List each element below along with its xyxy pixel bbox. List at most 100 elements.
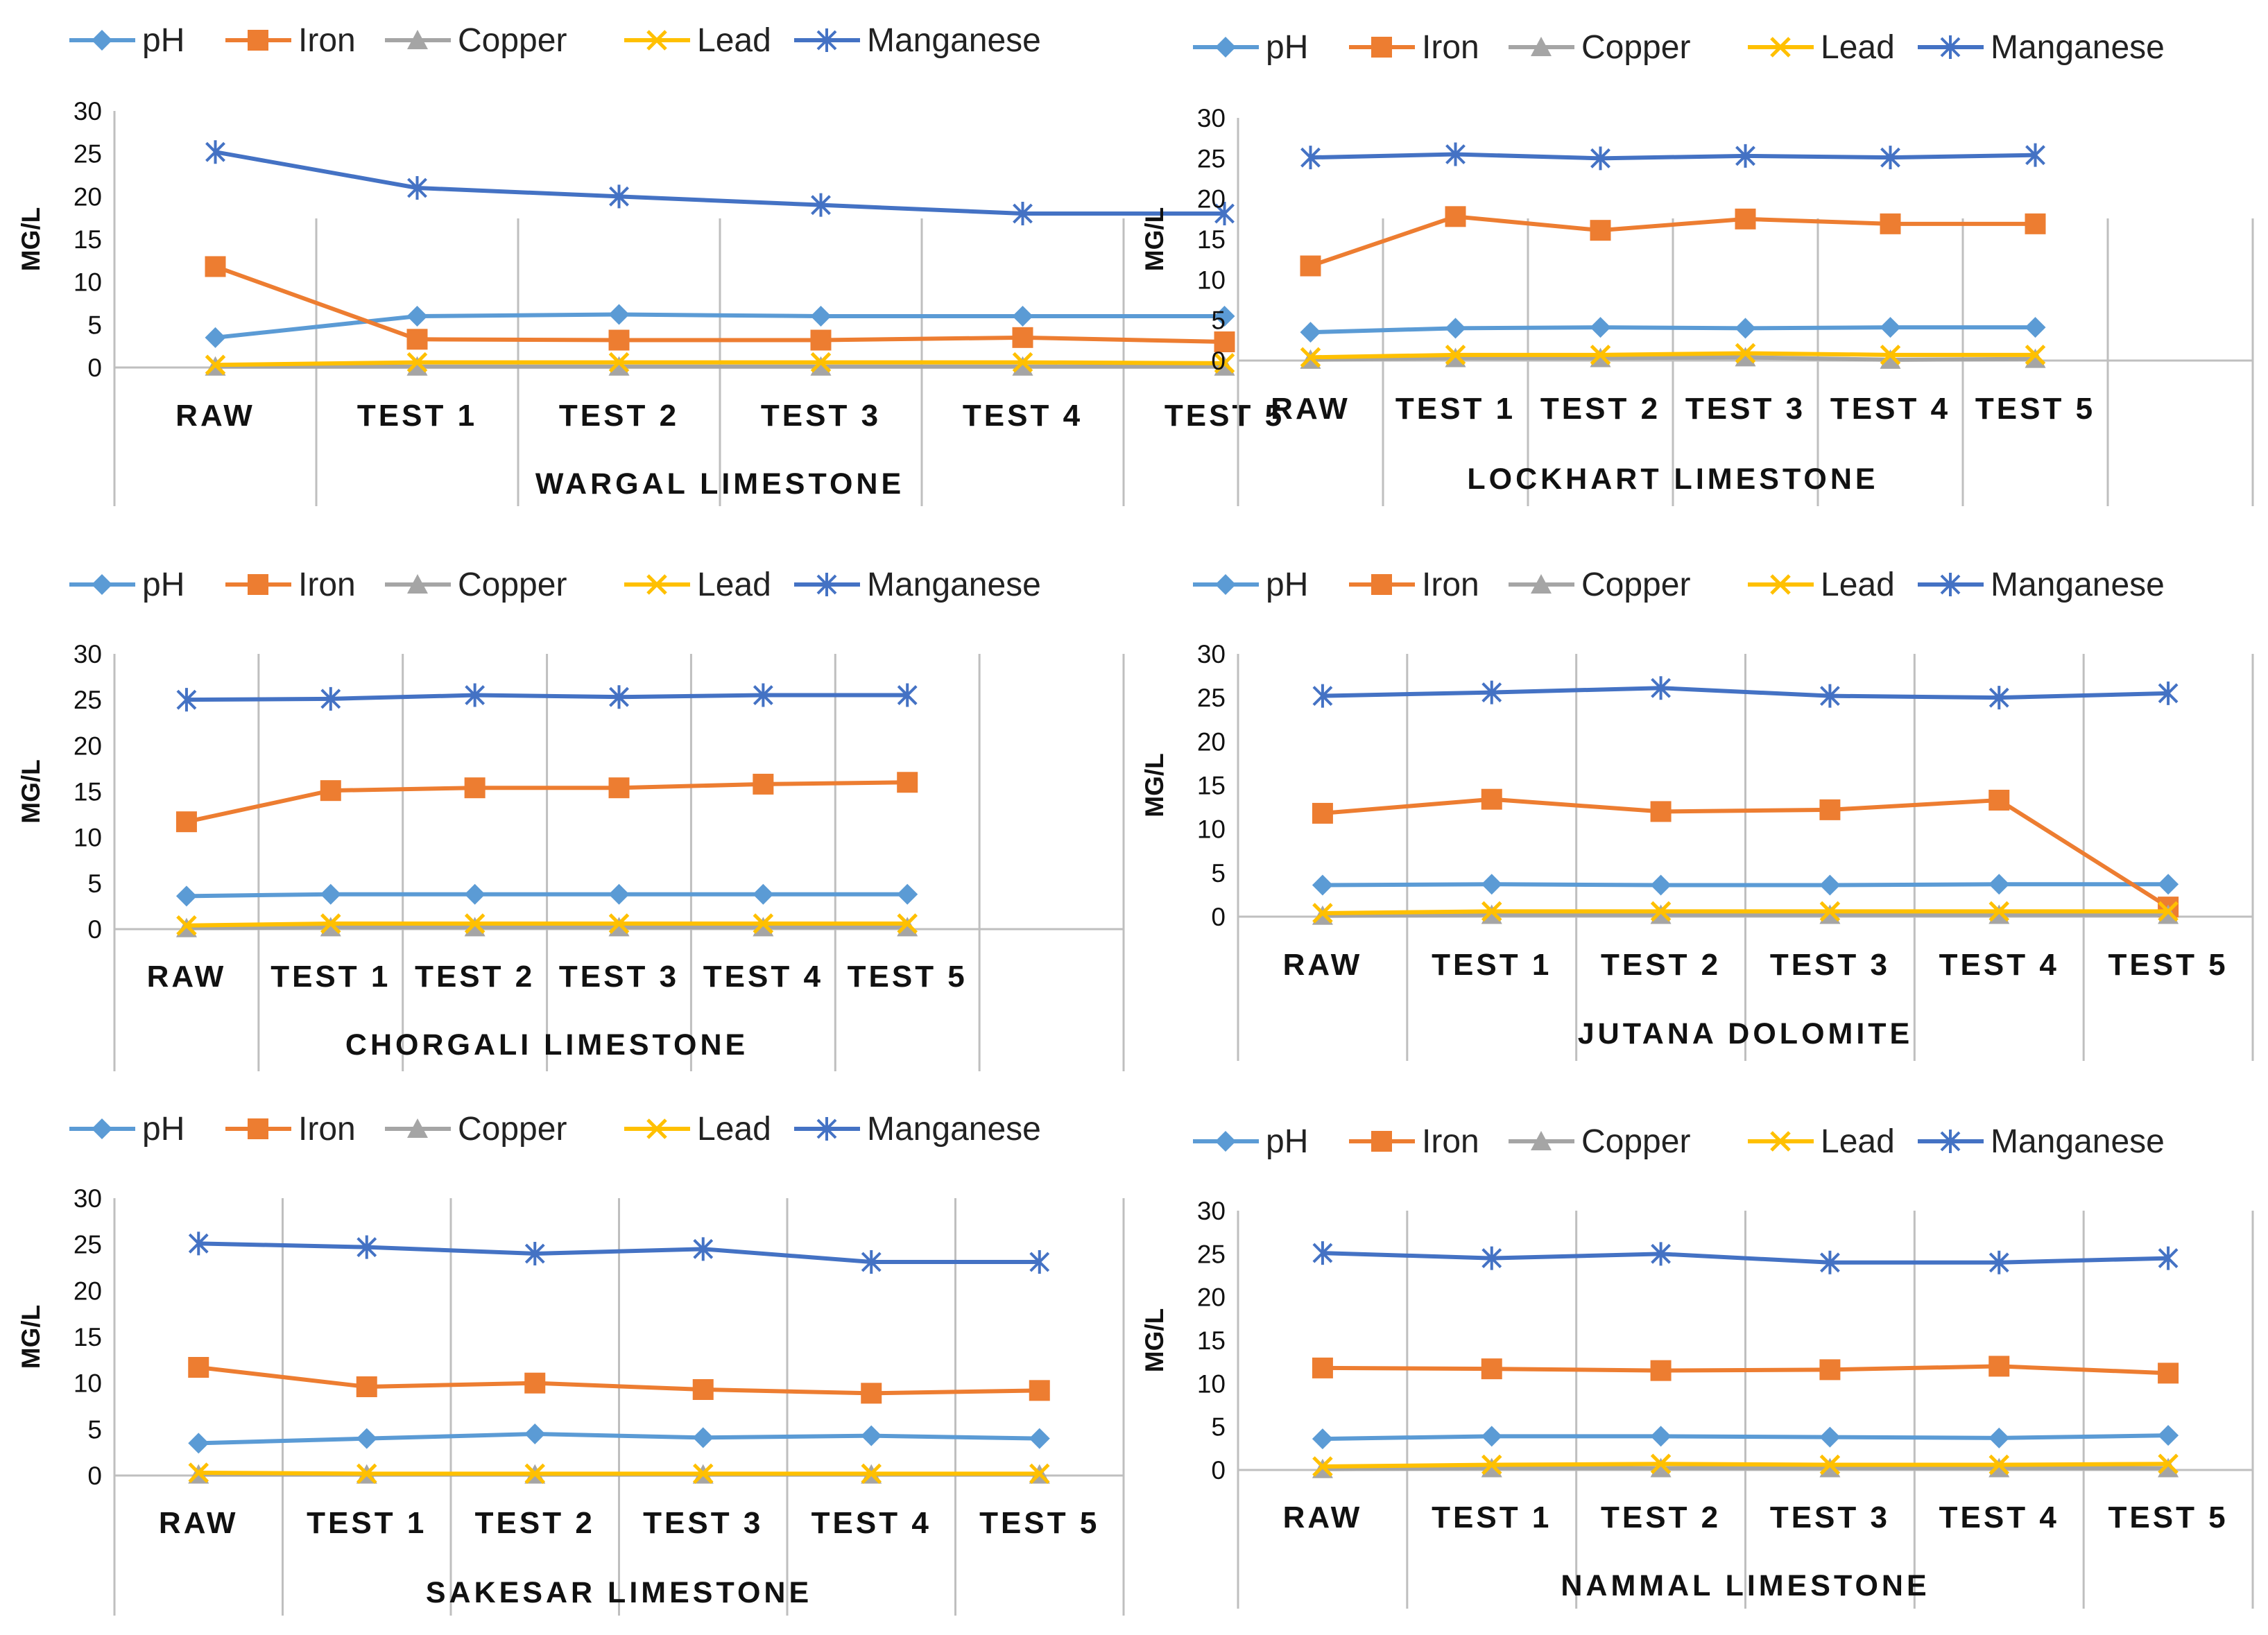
data-point (1300, 322, 1321, 343)
chart-panel: pH Iron Copper Lead Manganese 0 5 10 15 20 25 30 MG/… (17, 566, 1125, 1071)
x-tick-label: TEST 3 (1770, 1500, 1890, 1534)
legend-label: Iron (298, 22, 356, 59)
chart-title: JUTANA DOLOMITE (1578, 1017, 1913, 1050)
data-point (188, 1433, 209, 1454)
data-point (608, 883, 630, 905)
series-ph (1312, 874, 2179, 896)
data-point (356, 1376, 377, 1397)
legend-label: pH (142, 22, 184, 59)
data-point (1819, 1426, 1841, 1448)
chart-title: CHORGALI LIMESTONE (345, 1028, 748, 1062)
y-axis: 0 5 10 15 20 25 30 MG/L (17, 1184, 102, 1490)
data-point (1651, 1242, 1671, 1266)
data-point (1312, 684, 1333, 708)
data-point (1988, 686, 2009, 710)
data-point (1590, 317, 1611, 338)
data-point (897, 772, 918, 793)
data-point (1481, 788, 1502, 810)
y-tick-label: 10 (1197, 1369, 1226, 1398)
series-line (1322, 1462, 2169, 1469)
data-point (1312, 1357, 1333, 1378)
x-tick-label: TEST 3 (761, 399, 881, 433)
data-point (1481, 1246, 1502, 1270)
legend-label: Copper (1581, 1123, 1690, 1160)
data-point (1029, 1463, 1050, 1485)
y-tick-label: 30 (1197, 104, 1226, 132)
y-axis-label: MG/L (1140, 753, 1169, 817)
legend-item: Manganese (794, 1111, 1041, 1148)
y-tick-label: 5 (1211, 1413, 1226, 1442)
series-line (1322, 797, 2170, 909)
data-point (1735, 343, 1756, 364)
x-tick-label: TEST 3 (1685, 392, 1805, 426)
data-point (692, 1379, 714, 1400)
legend-marker (92, 574, 112, 595)
data-point (320, 913, 341, 934)
x-tick-label: TEST 2 (1601, 948, 1721, 982)
legend: pH Iron Copper Lead Manganese (1193, 566, 2165, 603)
series-iron (1312, 1356, 2179, 1384)
y-tick-label: 0 (87, 915, 102, 944)
data-point (1481, 874, 1502, 895)
data-point (1445, 345, 1466, 365)
y-tick-label: 25 (1197, 1240, 1226, 1268)
series-line (215, 360, 1225, 367)
data-point (1820, 1250, 1840, 1274)
data-point (1651, 676, 1671, 700)
x-tick-label: RAW (1283, 948, 1363, 982)
legend-item: Iron (225, 22, 356, 59)
legend-label: Manganese (867, 1111, 1041, 1148)
data-point (406, 352, 428, 373)
data-point (1650, 901, 1672, 922)
data-point (608, 777, 630, 799)
data-point (861, 1250, 882, 1274)
data-point (608, 917, 630, 937)
y-tick-label: 25 (74, 686, 102, 714)
data-point (320, 883, 341, 905)
series-line (198, 1432, 1040, 1446)
data-point (1650, 1426, 1672, 1447)
series-line (186, 922, 908, 928)
x-tick-label: TEST 5 (2108, 948, 2228, 982)
legend-label: Lead (697, 566, 771, 603)
y-tick-label: 10 (74, 824, 102, 852)
data-point (1012, 352, 1033, 373)
data-point (1735, 144, 1755, 168)
legend-marker (248, 30, 268, 51)
x-tick-label: TEST 5 (848, 960, 968, 994)
series-manganese (188, 1231, 1050, 1274)
data-point (897, 913, 918, 934)
data-point (524, 1372, 546, 1394)
data-point (320, 686, 341, 711)
legend-label: Iron (1422, 566, 1479, 603)
legend-item: Manganese (1918, 29, 2165, 66)
legend-label: Lead (1821, 566, 1895, 603)
data-point (811, 193, 831, 217)
data-point (608, 356, 630, 376)
data-point (1012, 327, 1033, 348)
x-axis: RAW TEST 1 TEST 2 TEST 3 TEST 4 TEST 5 (159, 1506, 1099, 1540)
data-point (861, 1425, 882, 1446)
y-tick-label: 5 (87, 1415, 102, 1444)
gridlines (1237, 118, 2254, 506)
series-line (1322, 909, 2169, 915)
legend: pH Iron Copper Lead Manganese (69, 1111, 1041, 1148)
data-point (176, 688, 197, 712)
y-tick-label: 10 (1197, 266, 1226, 294)
x-tick-label: TEST 1 (270, 960, 390, 994)
y-axis-label: MG/L (1140, 207, 1169, 271)
x-tick-label: TEST 2 (1540, 392, 1660, 426)
data-point (1312, 1241, 1333, 1265)
data-point (1988, 1427, 2010, 1448)
x-tick-label: TEST 5 (979, 1506, 1099, 1540)
y-tick-label: 0 (1211, 347, 1226, 375)
legend-marker (1371, 37, 1392, 58)
data-point (1013, 202, 1033, 225)
legend-label: Copper (1581, 29, 1690, 66)
gridlines (1237, 654, 2254, 1061)
series-ph (175, 883, 918, 907)
data-point (1481, 901, 1502, 922)
data-point (1012, 356, 1033, 376)
legend-marker (646, 1118, 667, 1139)
